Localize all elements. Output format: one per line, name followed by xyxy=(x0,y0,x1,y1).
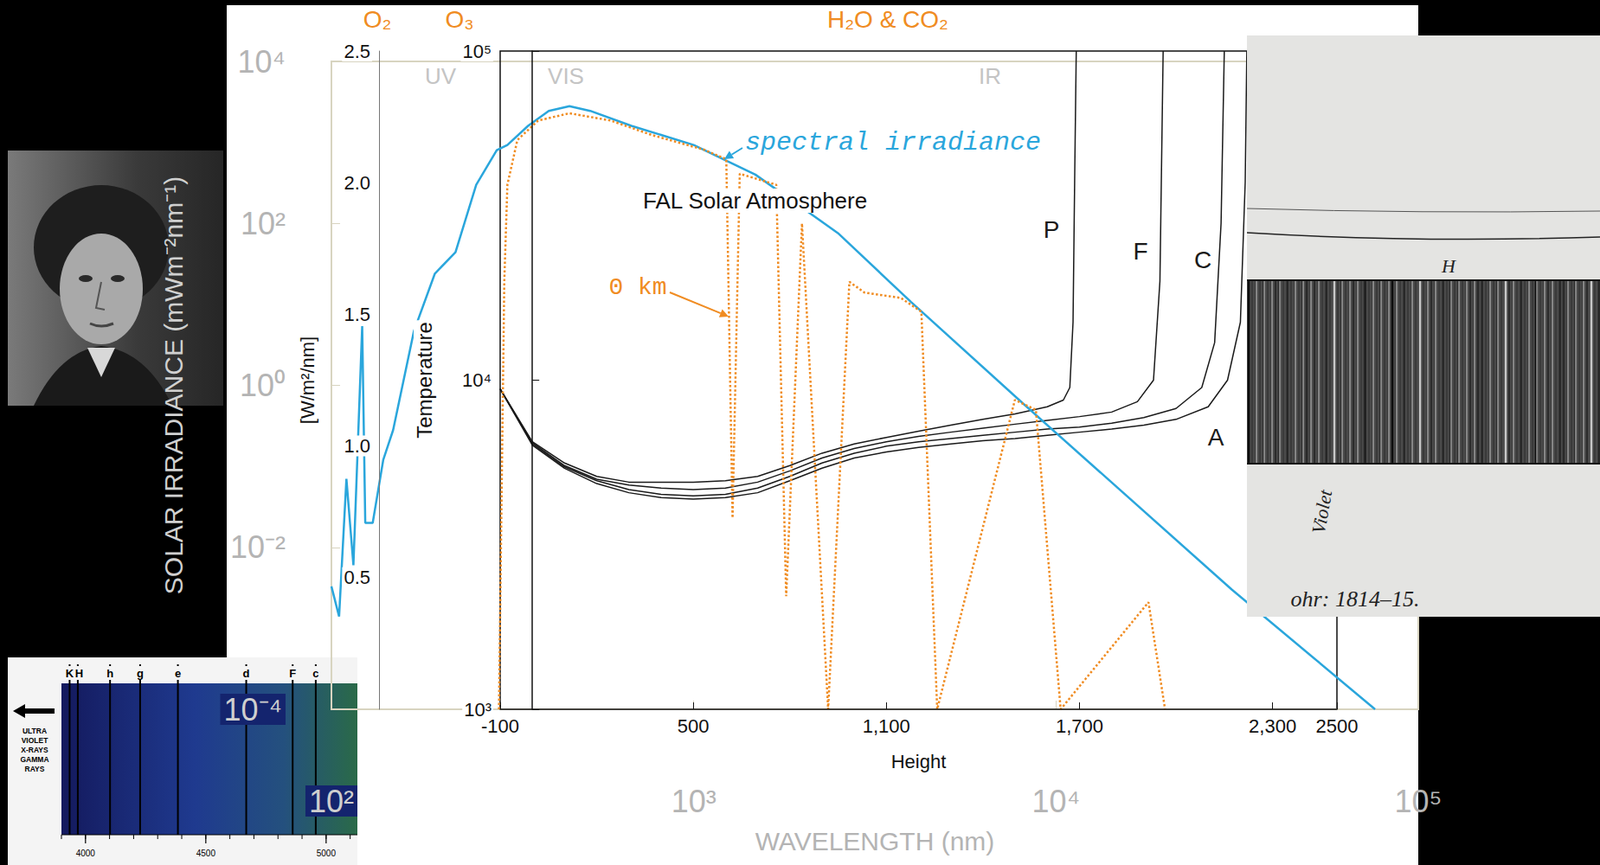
svg-text:d: d xyxy=(243,667,251,681)
svg-text:2.5: 2.5 xyxy=(343,40,371,63)
svg-text:10³: 10³ xyxy=(671,783,717,820)
svg-text:10⁴: 10⁴ xyxy=(462,369,492,392)
svg-text:UV: UV xyxy=(424,63,457,90)
svg-text:2,300: 2,300 xyxy=(1248,715,1297,738)
svg-text:Height: Height xyxy=(891,751,947,773)
svg-text:4000: 4000 xyxy=(76,848,97,859)
svg-text:1,700: 1,700 xyxy=(1055,715,1104,738)
svg-text:H: H xyxy=(1440,255,1457,277)
svg-text:WAVELENGTH (nm): WAVELENGTH (nm) xyxy=(755,827,996,856)
svg-text:H₂O & CO₂: H₂O & CO₂ xyxy=(827,6,949,33)
svg-text:K: K xyxy=(65,667,75,681)
svg-text:h: h xyxy=(106,667,114,681)
svg-text:10⁻⁴: 10⁻⁴ xyxy=(223,692,283,728)
svg-text:10⁵: 10⁵ xyxy=(1394,783,1443,820)
svg-text:10⁵: 10⁵ xyxy=(462,40,492,63)
svg-text:10⁰: 10⁰ xyxy=(239,367,286,404)
svg-text:GAMMA: GAMMA xyxy=(19,755,49,765)
svg-text:Violet: Violet xyxy=(1307,488,1337,536)
svg-text:e: e xyxy=(174,667,181,681)
svg-text:ULTRA: ULTRA xyxy=(22,726,47,736)
svg-text:0.5: 0.5 xyxy=(343,566,371,589)
svg-text:5000: 5000 xyxy=(316,848,337,859)
svg-text:FAL Solar Atmosphere: FAL Solar Atmosphere xyxy=(642,187,868,214)
svg-text:P: P xyxy=(1043,216,1061,244)
svg-text:500: 500 xyxy=(677,715,710,738)
svg-text:Temperature: Temperature xyxy=(412,321,437,439)
svg-text:IR: IR xyxy=(978,63,1002,90)
svg-text:A: A xyxy=(1208,424,1225,451)
svg-text:X-RAYS: X-RAYS xyxy=(20,745,49,755)
svg-text:O₂: O₂ xyxy=(363,6,392,33)
svg-text:RAYS: RAYS xyxy=(25,764,45,774)
svg-text:VIS: VIS xyxy=(547,63,585,90)
svg-text:C: C xyxy=(1194,246,1212,274)
svg-text:10²: 10² xyxy=(240,205,286,242)
svg-text:c: c xyxy=(312,667,319,681)
svg-text:VIOLET: VIOLET xyxy=(21,736,50,746)
svg-text:1,100: 1,100 xyxy=(862,715,911,738)
svg-text:10²: 10² xyxy=(308,783,354,820)
svg-text:1.5: 1.5 xyxy=(343,303,371,326)
svg-text:O₃: O₃ xyxy=(444,6,474,33)
svg-text:0 km: 0 km xyxy=(608,274,667,302)
svg-text:spectral irradiance: spectral irradiance xyxy=(745,128,1041,158)
svg-text:4500: 4500 xyxy=(196,848,217,859)
svg-text:-100: -100 xyxy=(481,715,520,738)
svg-text:2500: 2500 xyxy=(1316,715,1359,738)
svg-text:H: H xyxy=(75,667,84,681)
svg-text:10⁴: 10⁴ xyxy=(1032,783,1081,820)
svg-text:F: F xyxy=(289,667,296,681)
svg-text:10³: 10³ xyxy=(463,698,492,721)
svg-text:10⁻²: 10⁻² xyxy=(230,529,286,566)
svg-text:10⁴: 10⁴ xyxy=(237,44,286,80)
svg-text:[W/m²/nm]: [W/m²/nm] xyxy=(296,336,319,425)
svg-text:2.0: 2.0 xyxy=(343,172,371,194)
svg-text:SOLAR IRRADIANCE (mWm⁻²nm⁻¹): SOLAR IRRADIANCE (mWm⁻²nm⁻¹) xyxy=(159,176,188,595)
svg-text:g: g xyxy=(136,667,144,681)
svg-text:ohr: 1814–15.: ohr: 1814–15. xyxy=(1291,586,1421,612)
svg-text:F: F xyxy=(1132,237,1148,265)
svg-text:1.0: 1.0 xyxy=(343,435,371,457)
